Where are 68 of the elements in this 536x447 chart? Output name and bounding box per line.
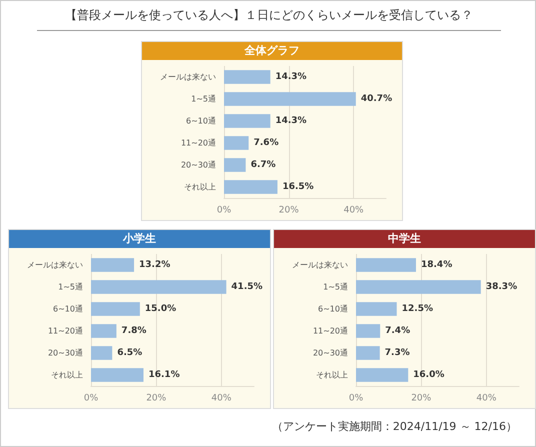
x-tick-label: 40% (211, 394, 232, 404)
y-tick-label: 11~20通 (48, 326, 83, 336)
data-label: 12.5% (402, 304, 433, 314)
x-tick-label: 0% (348, 394, 364, 404)
bar (356, 258, 416, 272)
bar (91, 280, 226, 294)
data-label: 6.7% (250, 160, 276, 170)
data-label: 7.6% (254, 138, 279, 148)
x-tick-label: 40% (344, 206, 364, 216)
bar (224, 92, 356, 106)
y-tick-label: それ以上 (316, 370, 348, 380)
bar (356, 280, 481, 294)
data-label: 16.5% (282, 182, 314, 192)
bar (356, 368, 408, 382)
bar (224, 114, 270, 128)
chart-title: 【普段メールを使っている人へ】１日にどのくらいメールを受信している？ (37, 7, 501, 31)
y-tick-label: 20~30通 (48, 348, 83, 358)
y-tick-label: 6~10通 (318, 304, 348, 314)
y-tick-label: メールは来ない (292, 260, 348, 270)
data-label: 13.2% (139, 260, 170, 270)
bar (356, 324, 380, 338)
y-tick-label: それ以上 (184, 182, 216, 192)
bar (224, 70, 270, 84)
bar (224, 136, 249, 150)
y-tick-label: 20~30通 (180, 160, 216, 170)
bar (356, 302, 397, 316)
y-tick-label: 11~20通 (180, 138, 216, 148)
x-tick-label: 0% (84, 394, 99, 404)
y-tick-label: 20~30通 (312, 348, 348, 358)
bar (91, 324, 116, 338)
y-tick-label: 1~5通 (191, 94, 216, 104)
bar (91, 258, 134, 272)
data-label: 15.0% (144, 304, 176, 314)
bar (224, 180, 278, 194)
bar (224, 158, 246, 172)
x-tick-label: 20% (278, 206, 300, 216)
x-tick-label: 20% (411, 394, 432, 404)
data-label: 14.3% (275, 72, 307, 82)
y-tick-label: メールは来ない (27, 260, 83, 270)
data-label: 18.4% (420, 260, 452, 270)
x-tick-label: 0% (216, 206, 232, 216)
bar (356, 346, 380, 360)
x-tick-label: 20% (146, 394, 167, 404)
data-label: 38.3% (486, 282, 518, 292)
chart-title: 中学生 (274, 230, 535, 248)
bar (91, 302, 140, 316)
chart-subtitle: 全体グラフ (142, 42, 402, 60)
data-label: 16.0% (413, 370, 444, 380)
y-tick-label: 6~10通 (53, 304, 83, 314)
y-tick-label: それ以上 (51, 370, 83, 380)
text: （アンケート実施期間：2024/11/19 ～ 12/16） (272, 419, 517, 434)
y-tick-label: 1~5通 (323, 282, 348, 292)
y-tick-label: メールは来ない (160, 72, 216, 82)
data-label: 6.5% (117, 348, 142, 358)
chart-title: 小学生 (9, 230, 270, 248)
x-tick-label: 40% (476, 394, 497, 404)
bar (91, 346, 112, 360)
data-label: 14.3% (275, 116, 307, 126)
y-tick-label: 6~10通 (186, 116, 216, 126)
y-tick-label: 11~20通 (312, 326, 348, 336)
bar (91, 368, 144, 382)
data-label: 41.5% (231, 282, 263, 292)
data-label: 40.7% (360, 94, 392, 104)
y-tick-label: 1~5通 (58, 282, 83, 292)
data-label: 7.4% (385, 326, 410, 336)
data-label: 16.1% (148, 370, 180, 380)
data-label: 7.3% (384, 348, 410, 358)
data-label: 7.8% (121, 326, 146, 336)
